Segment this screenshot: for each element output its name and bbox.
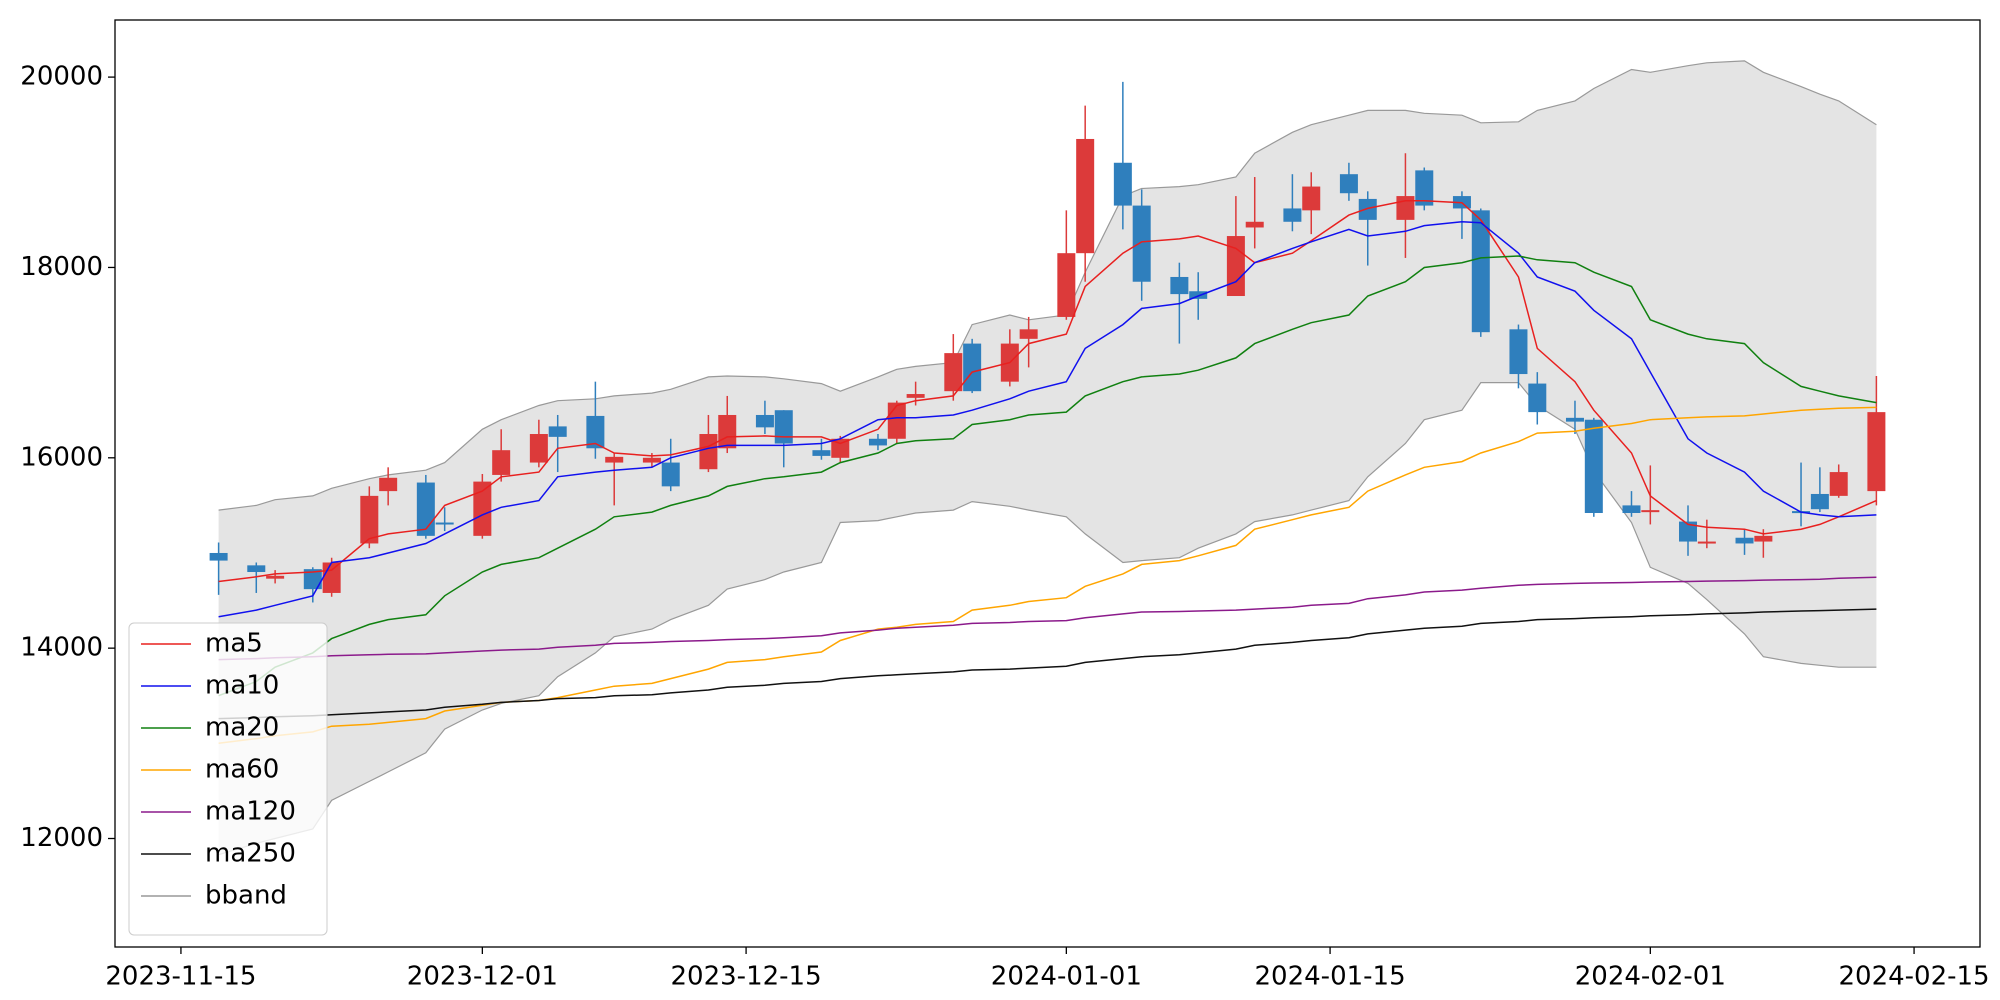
bband-area — [218, 60, 1877, 855]
legend-label: ma60 — [205, 755, 279, 785]
candle-body — [661, 462, 680, 487]
candle-body — [1584, 419, 1603, 514]
candle-body — [266, 575, 285, 579]
x-tick-label: 2023-12-01 — [407, 962, 558, 992]
candle-body — [755, 414, 774, 428]
candle-body — [322, 562, 341, 593]
candle-body — [1057, 253, 1076, 317]
candle-body — [416, 482, 435, 536]
candle-body — [1132, 205, 1151, 282]
legend-label: bband — [205, 881, 287, 911]
candle-body — [718, 414, 737, 449]
legend-label: ma250 — [205, 839, 296, 869]
candle-body — [1679, 521, 1698, 542]
candle-body — [944, 353, 963, 392]
candle-body — [1754, 535, 1773, 542]
candle-body — [1170, 276, 1189, 295]
candle-body — [1810, 493, 1829, 510]
legend-label: ma120 — [205, 797, 296, 827]
bband-upper — [218, 60, 1877, 511]
ma-line — [218, 608, 1877, 720]
candle-body — [963, 343, 982, 392]
candle-body — [1697, 541, 1716, 544]
candle-body — [642, 457, 661, 463]
y-tick-label: 16000 — [20, 442, 103, 472]
candle-body — [1471, 210, 1490, 333]
ma-line — [218, 200, 1877, 583]
y-tick-label: 12000 — [20, 823, 103, 853]
candle-body — [1829, 472, 1848, 496]
candle-body — [1019, 329, 1038, 339]
x-tick-label: 2024-01-01 — [991, 962, 1142, 992]
candle-body — [906, 394, 925, 398]
x-tick-label: 2024-02-01 — [1575, 962, 1726, 992]
legend-box — [128, 622, 328, 936]
y-tick-label: 14000 — [20, 633, 103, 663]
candle-body — [379, 477, 398, 492]
candle-body — [1509, 329, 1528, 375]
candle-body — [1283, 208, 1302, 222]
candle-body — [1735, 537, 1754, 544]
candle-body — [1358, 198, 1377, 220]
candle-body — [247, 565, 266, 573]
x-tick-label: 2024-01-15 — [1255, 962, 1406, 992]
candle-body — [303, 569, 322, 590]
candle-body — [360, 495, 379, 544]
candle-body — [1076, 138, 1095, 254]
candle-body — [435, 522, 454, 525]
candle-body — [1867, 412, 1886, 492]
candle-body — [699, 434, 718, 470]
candle-body — [1528, 383, 1547, 413]
candle-body — [1641, 510, 1660, 513]
candle-body — [1113, 162, 1132, 206]
candle-body — [1226, 236, 1245, 297]
legend-label: ma5 — [205, 629, 263, 659]
y-tick-label: 20000 — [20, 62, 103, 92]
candle-body — [605, 456, 624, 463]
candle-body — [1245, 221, 1264, 228]
candle-body — [209, 552, 228, 561]
candle-body — [1302, 186, 1321, 211]
candle-body — [548, 426, 567, 437]
legend-label: ma10 — [205, 671, 279, 701]
candle-body — [1189, 291, 1208, 299]
candle-body — [1396, 196, 1415, 220]
plot-frame — [114, 19, 1981, 948]
candle-body — [1622, 505, 1641, 514]
candle-body — [868, 438, 887, 446]
ma-line — [218, 221, 1877, 618]
candle-body — [887, 402, 906, 439]
candle-body — [1565, 417, 1584, 422]
ma-line — [218, 576, 1877, 661]
candle-body — [492, 450, 511, 475]
candle-body — [774, 410, 793, 444]
y-tick-label: 18000 — [20, 252, 103, 282]
candle-body — [1339, 174, 1358, 194]
ma-line — [218, 255, 1877, 697]
candle-body — [529, 434, 548, 463]
candle-body — [812, 450, 831, 456]
x-tick-label: 2023-11-15 — [105, 962, 256, 992]
legend-label: ma20 — [205, 713, 279, 743]
candle-body — [831, 438, 850, 458]
candle-body — [473, 481, 492, 536]
x-tick-label: 2023-12-15 — [671, 962, 822, 992]
candle-body — [586, 415, 605, 449]
x-tick-label: 2024-02-15 — [1839, 962, 1990, 992]
candle-body — [1415, 170, 1434, 206]
